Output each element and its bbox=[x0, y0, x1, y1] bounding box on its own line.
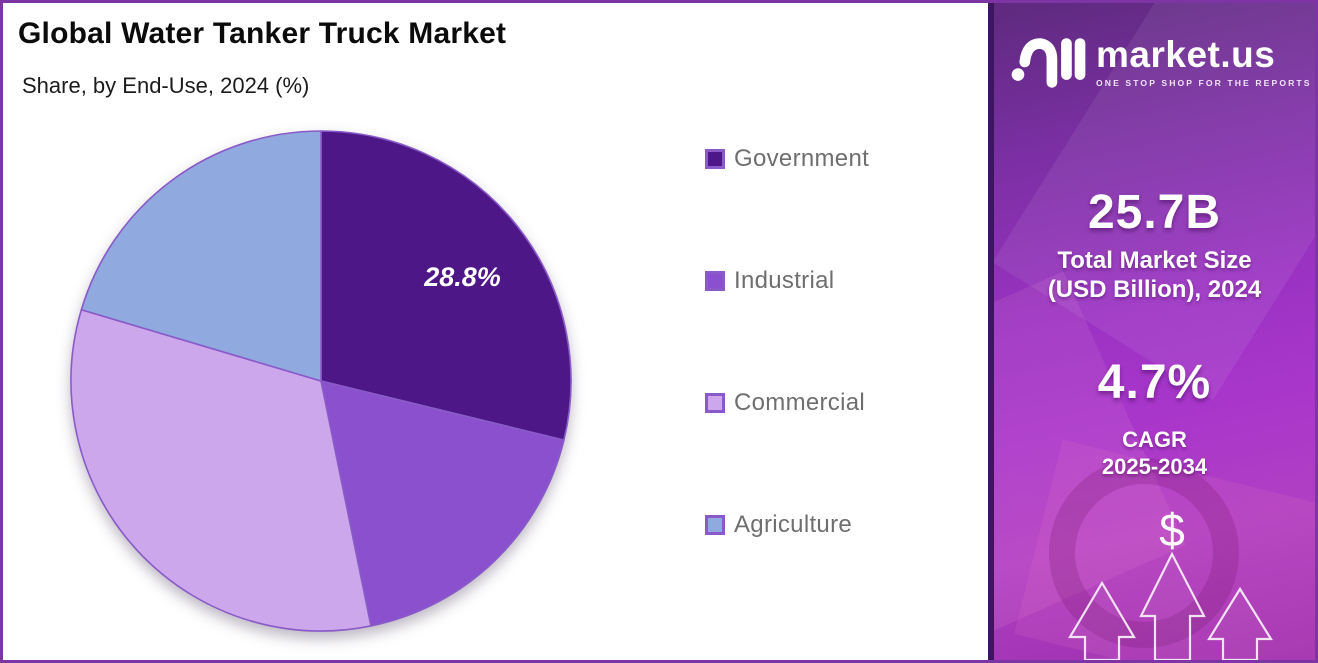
stat-label-line: CAGR bbox=[1122, 427, 1187, 452]
stat-value: 4.7% bbox=[1097, 356, 1212, 409]
pie-slice-labels: 28.8% bbox=[423, 262, 501, 292]
pie-slice-government bbox=[320, 130, 572, 441]
stat-label: Total Market Size (USD Billion), 2024 bbox=[994, 246, 1315, 304]
brand-tagline: ONE STOP SHOP FOR THE REPORTS bbox=[1096, 78, 1312, 88]
legend-label: Industrial bbox=[734, 267, 835, 294]
growth-arrows-graphic: $ bbox=[1068, 504, 1273, 660]
legend-label: Commercial bbox=[734, 389, 866, 416]
legend-label: Government bbox=[734, 145, 870, 172]
legend-item-government: Government bbox=[705, 144, 869, 174]
dollar-sign-icon: $ bbox=[1159, 504, 1185, 556]
stat-cagr: 4.7% CAGR 2025-2034 bbox=[994, 355, 1315, 480]
market-us-logo-icon bbox=[1011, 38, 1086, 88]
page-title: Global Water Tanker Truck Market bbox=[18, 17, 507, 50]
legend-swatch-industrial bbox=[705, 271, 725, 291]
legend: Government Industrial Commercial Agricul… bbox=[705, 144, 869, 540]
stat-label-line: 2025-2034 bbox=[1101, 454, 1208, 479]
brand-name: market.us bbox=[1096, 34, 1276, 75]
sidebar-panel: market.us ONE STOP SHOP FOR THE REPORTS … bbox=[988, 3, 1315, 660]
page-subtitle: Share, by End-Use, 2024 (%) bbox=[22, 73, 310, 98]
arrow-up-icon bbox=[1068, 580, 1136, 660]
legend-item-industrial: Industrial bbox=[705, 266, 869, 296]
pie-slices bbox=[70, 130, 572, 632]
arrow-up-icon bbox=[1207, 586, 1273, 660]
stat-label: CAGR 2025-2034 bbox=[994, 426, 1315, 480]
legend-swatch-agriculture bbox=[705, 515, 725, 535]
stat-value: 25.7B bbox=[1087, 186, 1222, 239]
pie-chart: 28.8% bbox=[70, 130, 572, 632]
pie-slice-commercial bbox=[70, 308, 372, 632]
arrow-up-icon bbox=[1139, 551, 1206, 660]
legend-swatch-government bbox=[705, 149, 725, 169]
legend-item-agriculture: Agriculture bbox=[705, 510, 869, 540]
legend-label: Agriculture bbox=[734, 511, 853, 538]
legend-item-commercial: Commercial bbox=[705, 388, 869, 418]
brand-logo: market.us ONE STOP SHOP FOR THE REPORTS bbox=[994, 29, 1315, 93]
stat-label-line: Total Market Size bbox=[1057, 247, 1252, 274]
pie-slice-label: 28.8% bbox=[423, 262, 501, 292]
legend-swatch-commercial bbox=[705, 393, 725, 413]
stat-label-line: (USD Billion), 2024 bbox=[1047, 276, 1262, 303]
chart-panel: Global Water Tanker Truck Market Share, … bbox=[3, 3, 988, 660]
pie-slice-agriculture bbox=[80, 130, 322, 382]
pie-slice-industrial bbox=[320, 380, 565, 627]
stat-total-market-size: 25.7B Total Market Size (USD Billion), 2… bbox=[994, 185, 1315, 304]
